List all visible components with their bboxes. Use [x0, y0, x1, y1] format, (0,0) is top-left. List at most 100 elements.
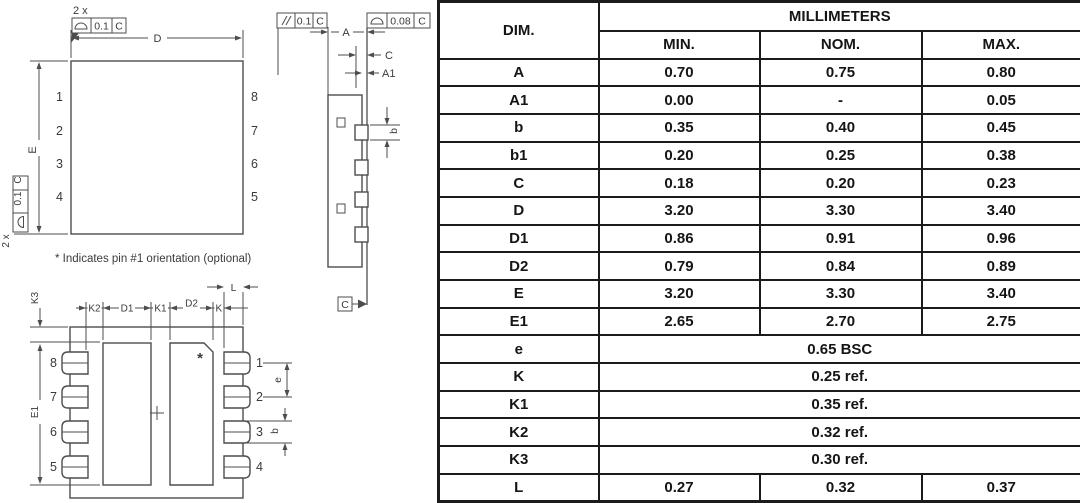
span-cell: 0.25 ref. — [597, 362, 1080, 392]
dim-cell: K2 — [437, 417, 600, 448]
pin-number: 8 — [50, 356, 57, 370]
max-cell: 3.40 — [920, 279, 1080, 309]
span-cell: 0.30 ref. — [597, 445, 1080, 475]
table-row: L 0.27 0.32 0.37 — [437, 472, 1080, 503]
dim-cell: K — [437, 362, 600, 392]
span-cell: 0.65 BSC — [597, 334, 1080, 365]
max-column-header: MAX. — [920, 29, 1080, 60]
package-drawing-pane: 2 x 0.1 C D E C 0.1 2 x — [0, 0, 437, 503]
min-cell: 2.65 — [597, 306, 761, 337]
max-cell: 0.23 — [920, 168, 1080, 198]
max-cell: 0.96 — [920, 223, 1080, 254]
pin-number: 7 — [50, 390, 57, 404]
max-cell: 0.89 — [920, 251, 1080, 281]
min-cell: 3.20 — [597, 195, 761, 226]
min-cell: 0.18 — [597, 168, 761, 198]
units-header: MILLIMETERS — [597, 0, 1080, 32]
dim-cell: e — [437, 334, 600, 365]
nom-cell: 3.30 — [758, 195, 923, 226]
pin-number: 3 — [56, 157, 63, 171]
table-row: b 0.35 0.40 0.45 — [437, 112, 1080, 143]
dim-label-b: b — [388, 128, 400, 134]
pin-number: 6 — [251, 157, 258, 171]
dim-cell: E — [437, 279, 600, 309]
nom-cell: 0.91 — [758, 223, 923, 254]
nom-column-header: NOM. — [758, 29, 923, 60]
tolerance-frame — [71, 17, 127, 34]
tolerance-value: 0.1 — [297, 16, 312, 28]
pin-number: 7 — [251, 124, 258, 138]
dim-cell: K1 — [437, 389, 600, 420]
dim-label-K3: K3 — [30, 291, 41, 304]
pin-number: 1 — [256, 356, 263, 370]
nom-cell: 3.30 — [758, 279, 923, 309]
top-view: 2 x 0.1 C D E C 0.1 2 x — [1, 5, 258, 248]
max-cell: 0.37 — [920, 472, 1080, 503]
min-column-header: MIN. — [597, 29, 761, 60]
tolerance-datum: C — [13, 176, 24, 183]
max-cell: 3.40 — [920, 195, 1080, 226]
span-cell: 0.35 ref. — [597, 389, 1080, 420]
datum-label: C — [341, 299, 349, 311]
terminal-mark — [336, 203, 346, 214]
dim-label-A1: A1 — [382, 68, 395, 80]
table-row: K 0.25 ref. — [437, 362, 1080, 392]
dim-label-K2: K2 — [88, 304, 101, 315]
dim-label-L: L — [231, 282, 237, 294]
dim-label-C: C — [385, 50, 393, 62]
profile-of-surface-icon — [74, 22, 88, 30]
exposed-pad-left — [102, 342, 152, 486]
dim-cell: b — [437, 112, 600, 143]
footnote: * Indicates pin #1 orientation (optional… — [55, 253, 251, 265]
mechanical-drawing: 2 x 0.1 C D E C 0.1 2 x — [1, 5, 431, 499]
dim-cell: K3 — [437, 445, 600, 475]
max-cell: 0.80 — [920, 57, 1080, 88]
pin-number: 1 — [56, 90, 63, 104]
min-cell: 0.35 — [597, 112, 761, 143]
table-row: e 0.65 BSC — [437, 334, 1080, 365]
dim-cell: E1 — [437, 306, 600, 337]
dim-cell: D2 — [437, 251, 600, 281]
min-cell: 0.20 — [597, 140, 761, 171]
pin-number: 4 — [56, 190, 63, 204]
tolerance-value: 0.1 — [13, 191, 24, 205]
max-cell: 0.45 — [920, 112, 1080, 143]
dim-cell: D1 — [437, 223, 600, 254]
dim-cell: L — [437, 472, 600, 503]
dim-label-E1: E1 — [30, 405, 41, 418]
parallelism-icon — [281, 15, 288, 26]
tolerance-frame — [276, 12, 328, 29]
dim-label-E: E — [27, 146, 39, 153]
table-row: C 0.18 0.20 0.23 — [437, 168, 1080, 198]
qty-note: 2 x — [73, 5, 88, 17]
pin1-marker: * — [197, 350, 203, 367]
nom-cell: 0.84 — [758, 251, 923, 281]
package-body-top — [70, 60, 244, 235]
dim-cell: D — [437, 195, 600, 226]
table-row: K3 0.30 ref. — [437, 445, 1080, 475]
dim-label-A: A — [342, 27, 350, 39]
dim-label-K: K — [215, 304, 222, 315]
table-row: E1 2.65 2.70 2.75 — [437, 306, 1080, 337]
table-row: b1 0.20 0.25 0.38 — [437, 140, 1080, 171]
min-cell: 0.27 — [597, 472, 761, 503]
tolerance-datum: C — [115, 21, 123, 33]
table-row: K1 0.35 ref. — [437, 389, 1080, 420]
table-row: A1 0.00 - 0.05 — [437, 85, 1080, 115]
min-cell: 3.20 — [597, 279, 761, 309]
tolerance-frame — [366, 12, 431, 29]
terminal-mark — [336, 117, 346, 128]
table-row: E 3.20 3.30 3.40 — [437, 279, 1080, 309]
dim-label-D2: D2 — [185, 299, 198, 310]
table-row: D 3.20 3.30 3.40 — [437, 195, 1080, 226]
bottom-view: * 8 7 6 5 1 2 3 4 L — [30, 282, 292, 499]
pin-number: 3 — [256, 425, 263, 439]
terminal — [354, 124, 369, 141]
nom-cell: 0.32 — [758, 472, 923, 503]
pin-number: 2 — [56, 124, 63, 138]
nom-cell: 0.25 — [758, 140, 923, 171]
pin-number: 5 — [251, 190, 258, 204]
nom-cell: 0.20 — [758, 168, 923, 198]
profile-of-surface-icon — [17, 215, 24, 229]
tolerance-value: 0.08 — [390, 16, 411, 28]
